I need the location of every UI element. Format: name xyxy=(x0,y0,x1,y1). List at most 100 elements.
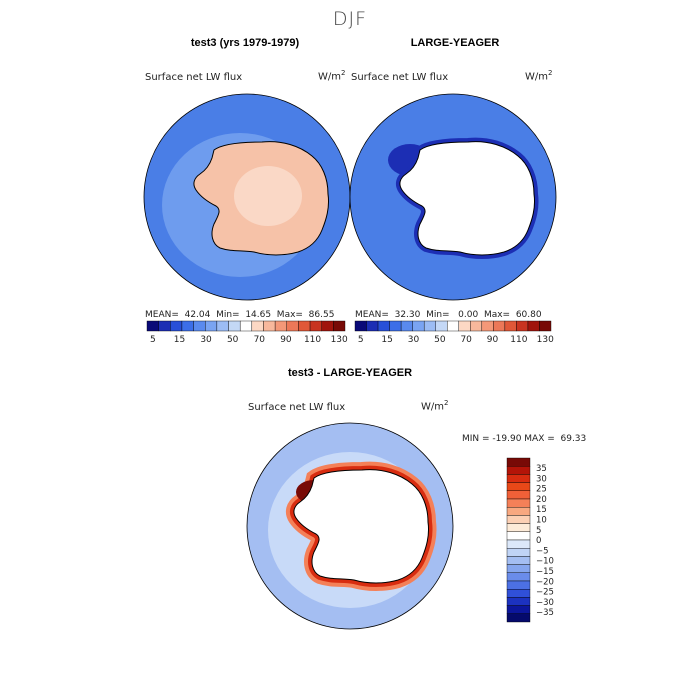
colorbar-swatch xyxy=(506,597,531,606)
panel-3-stats: MIN = -19.90 MAX = 69.33 xyxy=(462,434,587,444)
colorbar-swatch xyxy=(506,482,531,492)
map-panel-1 xyxy=(143,93,351,301)
colorbar-swatch xyxy=(504,320,517,332)
colorbar-swatch xyxy=(216,320,229,332)
colorbar-swatch xyxy=(400,320,413,332)
colorbar-swatch xyxy=(298,320,311,332)
colorbar-tick-label: −25 xyxy=(536,588,554,598)
colorbar-tick-label: 15 xyxy=(174,335,185,345)
colorbar-swatch xyxy=(447,320,459,332)
colorbar-swatch xyxy=(205,320,218,332)
map-panel-2 xyxy=(349,93,557,301)
colorbar-swatch xyxy=(506,474,531,483)
colorbar-tick-label: 10 xyxy=(536,516,547,526)
colorbar-swatch xyxy=(228,320,241,332)
colorbar-tick-label: −30 xyxy=(536,598,554,608)
colorbar-swatch xyxy=(423,320,436,332)
colorbar-swatch xyxy=(506,580,531,590)
panel-3-field-label: Surface net LW flux xyxy=(248,402,346,413)
colorbar-swatch xyxy=(539,320,552,332)
colorbar-tick-label: 15 xyxy=(536,505,547,515)
colorbar-tick-label: 30 xyxy=(408,335,420,345)
colorbar-tick-label: 5 xyxy=(536,526,541,536)
colorbar-tick-label: 5 xyxy=(150,335,156,345)
colorbar-tick-label: 70 xyxy=(460,335,472,345)
colorbar-tick-label: −35 xyxy=(536,608,554,618)
colorbar-tick-label: 30 xyxy=(536,474,547,484)
colorbar-swatch xyxy=(493,320,506,332)
colorbar-swatch xyxy=(274,320,287,332)
colorbar-tick-label: 20 xyxy=(536,495,547,505)
colorbar-swatch xyxy=(389,320,402,332)
panel-1-units: W/m2 xyxy=(318,69,346,83)
colorbar-swatch xyxy=(506,548,531,557)
panel-2-stats: MEAN= 32.30 Min= 0.00 Max= 60.80 xyxy=(355,310,542,320)
colorbar-swatch xyxy=(470,320,483,332)
colorbar-swatch xyxy=(263,320,276,332)
colorbar-swatch xyxy=(412,320,425,332)
panel-1-field-label: Surface net LW flux xyxy=(145,72,243,83)
panel-2-units: W/m2 xyxy=(525,69,553,83)
colorbar-tick-label: 50 xyxy=(227,335,239,345)
colorbar-swatch xyxy=(527,320,540,332)
colorbar-swatch xyxy=(506,523,531,532)
panel-2-title: LARGE-YEAGER xyxy=(410,37,500,49)
panel-2-field-label: Surface net LW flux xyxy=(351,72,449,83)
main-title: DJF xyxy=(332,8,368,30)
colorbar-swatch xyxy=(506,589,531,598)
colorbar-swatch xyxy=(170,320,183,332)
colorbar-tick-label: −5 xyxy=(536,546,549,556)
colorbar-swatch xyxy=(506,490,531,500)
colorbar-tick-label: 130 xyxy=(537,335,554,345)
colorbar-swatch xyxy=(481,320,494,332)
colorbar-tick-label: −10 xyxy=(536,557,554,567)
colorbar-tick-label: 35 xyxy=(536,464,547,474)
colorbar-swatch xyxy=(321,320,334,332)
colorbar-swatch xyxy=(181,320,194,332)
colorbar-swatch xyxy=(506,613,531,623)
colorbar-swatch xyxy=(333,320,346,332)
colorbar-tick-label: 90 xyxy=(487,335,499,345)
colorbar-swatch xyxy=(506,466,531,475)
colorbar-tick-label: 110 xyxy=(304,335,321,345)
colorbar-swatch xyxy=(506,556,531,565)
colorbar-tick-label: −15 xyxy=(536,567,554,577)
panel-1-stats: MEAN= 42.04 Min= 14.65 Max= 86.55 xyxy=(145,310,335,320)
panel-3-units: W/m2 xyxy=(421,399,449,413)
colorbar-swatch xyxy=(506,539,531,549)
colorbar-swatch xyxy=(286,320,299,332)
panel-3-title: test3 - LARGE-YEAGER xyxy=(287,367,413,379)
colorbar-tick-label: 110 xyxy=(510,335,527,345)
colorbar-tick-label: 25 xyxy=(536,485,547,495)
colorbar-panel-2: 5 15 30 50 70 90 110 130 xyxy=(354,320,554,345)
colorbar-tick-label: 50 xyxy=(434,335,446,345)
colorbar-tick-label: 70 xyxy=(254,335,266,345)
colorbar-swatch xyxy=(251,320,264,332)
colorbar-swatch xyxy=(506,507,531,516)
colorbar-swatch xyxy=(146,320,159,332)
colorbar-swatch xyxy=(506,605,531,614)
colorbar-swatch xyxy=(506,515,531,524)
colorbar-tick-label: 90 xyxy=(280,335,292,345)
colorbar-swatch xyxy=(506,531,531,541)
colorbar-tick-label: 130 xyxy=(331,335,348,345)
colorbar-tick-label: 30 xyxy=(200,335,212,345)
colorbar-swatch xyxy=(506,572,531,582)
map-panel-3 xyxy=(246,422,454,630)
colorbar-swatch xyxy=(516,320,529,332)
colorbar-swatch xyxy=(435,320,448,332)
colorbar-tick-label: −20 xyxy=(536,577,554,587)
colorbar-swatch xyxy=(506,457,531,467)
colorbar-tick-label: 0 xyxy=(536,536,541,546)
colorbar-swatch xyxy=(193,320,206,332)
colorbar-swatch xyxy=(366,320,379,332)
colorbar-swatch xyxy=(506,564,531,573)
colorbar-swatch xyxy=(377,320,390,332)
colorbar-swatch xyxy=(354,320,367,332)
colorbar-swatch xyxy=(458,320,471,332)
panel-1-title: test3 (yrs 1979-1979) xyxy=(190,37,300,49)
colorbar-swatch xyxy=(309,320,322,332)
colorbar-swatch xyxy=(239,320,253,332)
